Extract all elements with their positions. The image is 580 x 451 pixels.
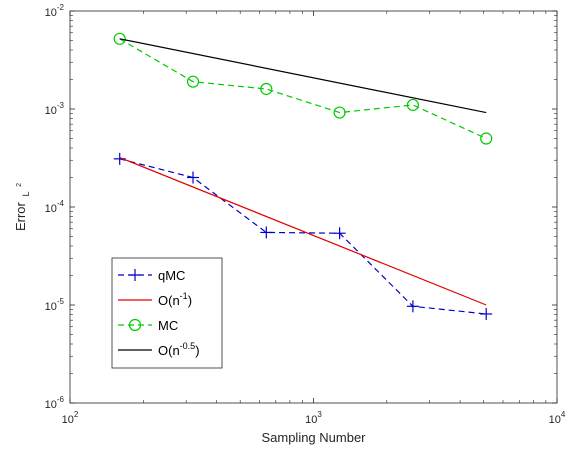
legend-label: O(n-0.5) [158,341,200,358]
data-point [186,75,200,88]
legend-entry: O(n-0.5) [118,341,200,358]
data-point [333,227,346,240]
x-tick-label: 102 [62,410,79,426]
legend-label: qMC [158,268,185,283]
series-line [119,156,487,306]
legend-marker [128,318,142,332]
tick-layer: 102 103 104 10-6 10-5 10-4 10-3 10-2 [45,3,566,426]
x-tick-label: 104 [549,410,566,426]
series-line [119,38,487,140]
data-point [480,307,493,320]
legend-entry: O(n-1) [118,291,192,308]
series-2 [113,32,493,145]
legend-marker [129,269,141,281]
legend-entry: qMC [118,268,185,283]
legend-label: O(n-1) [158,291,192,308]
series-0 [113,152,493,320]
data-point [333,106,346,119]
y-axis-title-sup: 2 [16,183,23,187]
data-point [480,132,493,145]
legend-entry: MC [118,318,178,333]
data-point [187,171,200,184]
series-line [119,158,487,315]
legend: qMC O(n-1) MC O(n-0.5) [111,257,223,369]
y-tick-label: 10-4 [45,199,65,215]
x-tick-label: 103 [305,410,322,426]
series-3 [119,38,487,114]
y-tick-label: 10-3 [45,101,65,117]
svg-text:Error L 2: Error L 2 [13,183,32,231]
series-layer [113,32,493,320]
y-tick-label: 10-6 [45,395,65,411]
x-axis-title: Sampling Number [261,430,366,445]
data-point [260,82,273,96]
y-tick-label: 10-5 [45,297,65,313]
y-axis-title-main: Error [13,201,28,231]
y-tick-label: 10-2 [45,3,65,19]
series-1 [119,156,487,306]
data-point [113,32,126,45]
data-point [260,226,273,239]
data-point [406,98,420,112]
data-point [406,300,419,313]
series-line [119,38,487,114]
y-axis-title-sub: L [21,192,31,197]
legend-label: MC [158,318,178,333]
y-axis-title: Error L 2 [13,183,32,231]
